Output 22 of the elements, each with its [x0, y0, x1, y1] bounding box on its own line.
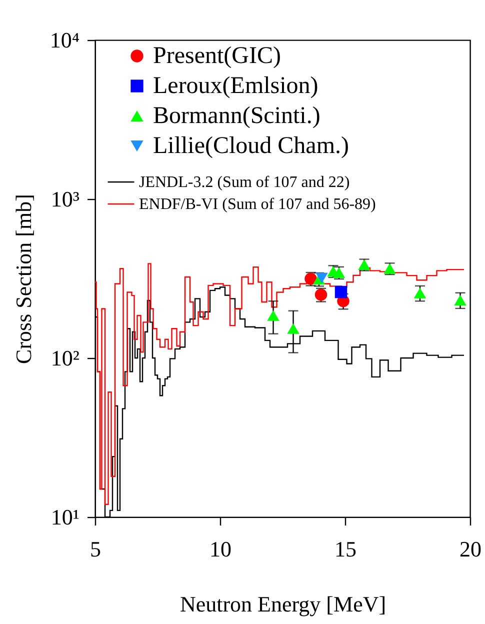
x-axis-title: Neutron Energy [MeV] — [180, 592, 386, 616]
legend-label: Lillie(Cloud Cham.) — [153, 133, 349, 159]
point — [454, 294, 466, 306]
x-tick-label: 20 — [460, 536, 482, 562]
legend-label: Leroux(Emlsion) — [153, 73, 318, 99]
x-tick-label: 5 — [90, 536, 101, 562]
point — [414, 288, 426, 298]
y-axis-title: Cross Section [mb] — [10, 194, 36, 364]
x-tick-label: 15 — [334, 536, 356, 562]
legend-label: Present(GIC) — [153, 43, 281, 69]
legend-label: Bormann(Scinti.) — [153, 103, 320, 129]
point — [267, 310, 280, 321]
legend-label: JENDL-3.2 (Sum of 107 and 22) — [139, 174, 350, 191]
point — [287, 323, 300, 334]
legend-label: ENDF/B-VI (Sum of 107 and 56-89) — [139, 196, 376, 213]
y-tick-label: 10³ — [50, 186, 80, 212]
x-tick-label: 10 — [210, 536, 232, 562]
y-tick-label: 10⁴ — [50, 28, 80, 52]
point — [316, 272, 328, 284]
point — [334, 286, 348, 298]
y-tick-label: 10² — [50, 346, 80, 370]
y-tick-label: 10¹ — [50, 504, 80, 530]
